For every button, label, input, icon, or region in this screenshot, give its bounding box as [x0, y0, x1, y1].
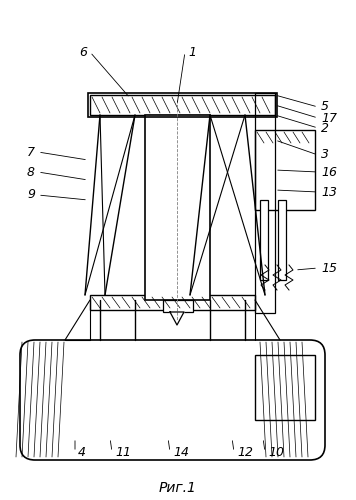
Polygon shape: [170, 312, 184, 325]
Text: 2: 2: [321, 122, 329, 134]
Text: 6: 6: [79, 46, 87, 59]
Bar: [260, 200, 268, 280]
Bar: [145, 115, 210, 300]
Text: 10: 10: [268, 446, 284, 458]
Text: 7: 7: [27, 146, 35, 158]
Text: 14: 14: [173, 446, 189, 458]
Bar: [90, 95, 275, 115]
Bar: [88, 93, 277, 117]
Text: 13: 13: [321, 186, 337, 198]
Bar: [255, 130, 315, 210]
Text: 16: 16: [321, 166, 337, 178]
Text: Риг.1: Риг.1: [159, 481, 197, 495]
Text: 4: 4: [78, 446, 86, 458]
Text: 3: 3: [321, 148, 329, 162]
Text: 5: 5: [321, 100, 329, 114]
Text: 12: 12: [237, 446, 253, 458]
Bar: [163, 300, 193, 312]
Text: 9: 9: [27, 188, 35, 202]
FancyBboxPatch shape: [20, 340, 325, 460]
Text: 8: 8: [27, 166, 35, 178]
Text: 11: 11: [115, 446, 131, 458]
Bar: [278, 200, 286, 280]
Bar: [255, 355, 315, 420]
Bar: [90, 295, 255, 310]
Text: 15: 15: [321, 262, 337, 274]
Text: 1: 1: [188, 46, 196, 59]
Bar: [255, 93, 275, 313]
Text: 17: 17: [321, 112, 337, 124]
